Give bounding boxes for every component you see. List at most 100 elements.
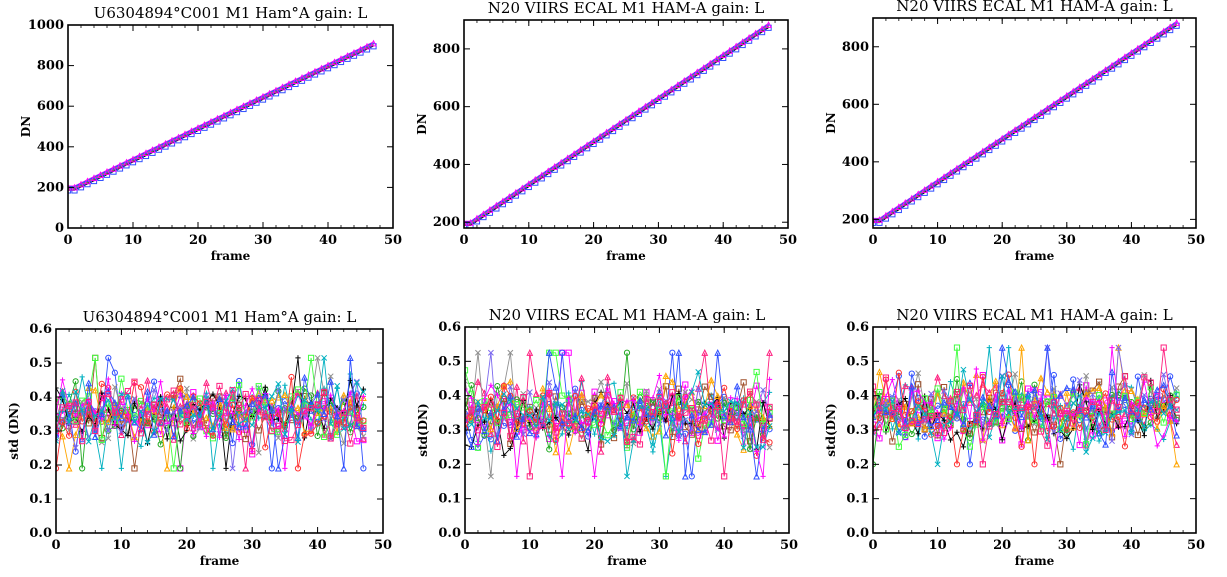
data-point — [721, 399, 728, 406]
data-point — [301, 392, 308, 400]
data-point — [85, 398, 92, 406]
data-point — [314, 420, 321, 427]
data-point — [682, 409, 689, 416]
data-point — [131, 418, 138, 426]
x-axis-label: frame — [606, 249, 646, 263]
data-point — [1141, 392, 1148, 399]
data-point — [98, 408, 105, 415]
data-point — [1154, 407, 1161, 415]
data-point — [747, 388, 754, 395]
data-point — [999, 422, 1005, 428]
plot-area — [464, 21, 772, 228]
data-point — [314, 390, 322, 398]
data-point — [242, 464, 250, 472]
x-tick-label: 20 — [585, 233, 603, 248]
data-point — [105, 376, 111, 382]
data-point — [1147, 36, 1155, 43]
data-point — [216, 434, 223, 440]
data-point — [268, 465, 275, 472]
plot-area — [465, 349, 773, 480]
y-tick-label: 0.4 — [846, 389, 869, 404]
data-point — [960, 427, 967, 434]
data-point — [242, 390, 249, 398]
x-tick-label: 30 — [1058, 538, 1076, 553]
data-point — [960, 444, 967, 450]
data-point — [656, 372, 662, 379]
data-point — [766, 444, 773, 451]
data-point — [125, 433, 131, 439]
data-point — [947, 437, 954, 443]
data-point — [1134, 431, 1141, 439]
data-point — [347, 440, 354, 447]
data-point — [572, 392, 579, 400]
y-tick-label: 200 — [842, 212, 869, 227]
data-point — [1069, 385, 1077, 393]
subplot-4: 0 10 20 30 40 50 0.0 0.1 0.2 0.3 0.4 0.5 0.6 U6304894… — [7, 308, 392, 568]
data-point — [585, 419, 592, 426]
data-point — [667, 85, 675, 93]
data-point — [150, 430, 158, 438]
data-point — [249, 447, 256, 455]
data-point — [1083, 441, 1090, 448]
data-point — [1160, 344, 1167, 351]
data-point — [1090, 426, 1096, 433]
data-point — [144, 439, 151, 446]
data-point — [701, 417, 708, 424]
data-point — [1057, 426, 1064, 433]
chart-title: N20 VIIRS ECAL M1 HAM-A gain: L — [896, 306, 1172, 324]
data-point — [201, 121, 208, 128]
y-tick-label: 0.3 — [438, 423, 461, 438]
data-point — [242, 416, 249, 423]
data-point — [157, 420, 164, 427]
data-point — [1140, 410, 1148, 418]
data-point — [734, 396, 740, 402]
data-point — [118, 465, 124, 471]
data-point — [1024, 117, 1032, 125]
plot-frame — [67, 24, 394, 229]
data-point — [1050, 100, 1058, 108]
data-point — [275, 422, 282, 429]
data-point — [79, 465, 86, 472]
data-point — [327, 377, 335, 385]
data-point — [1167, 414, 1173, 421]
data-point — [1044, 388, 1051, 396]
data-point — [494, 383, 501, 390]
data-point — [98, 394, 105, 402]
data-point — [177, 385, 184, 392]
data-point — [209, 432, 217, 439]
data-point — [353, 438, 360, 445]
data-point — [876, 414, 883, 422]
data-point — [151, 395, 157, 401]
data-point — [314, 432, 321, 440]
data-point — [359, 435, 367, 442]
data-point — [512, 188, 520, 196]
x-tick-label: 0 — [51, 538, 60, 553]
data-point — [701, 428, 709, 436]
data-point — [1076, 406, 1083, 414]
data-point — [162, 139, 169, 147]
x-tick-label: 20 — [189, 233, 207, 248]
data-point — [236, 377, 243, 385]
data-point — [947, 425, 954, 431]
data-point — [266, 89, 273, 97]
data-point — [604, 390, 611, 397]
data-point — [759, 436, 767, 443]
data-point — [721, 434, 727, 440]
data-point — [1050, 428, 1057, 435]
data-point — [350, 48, 358, 56]
data-point — [947, 168, 954, 176]
data-point — [873, 429, 876, 436]
data-point — [947, 379, 954, 385]
data-point — [177, 438, 183, 444]
data-point — [1160, 381, 1168, 389]
data-point — [617, 422, 624, 430]
data-point — [960, 406, 967, 414]
data-point — [688, 411, 696, 419]
data-point — [934, 422, 941, 430]
data-point — [596, 132, 604, 140]
data-point — [1063, 402, 1070, 409]
data-point — [353, 422, 361, 430]
data-point — [519, 415, 527, 422]
data-point — [624, 380, 630, 387]
data-point — [151, 386, 158, 393]
